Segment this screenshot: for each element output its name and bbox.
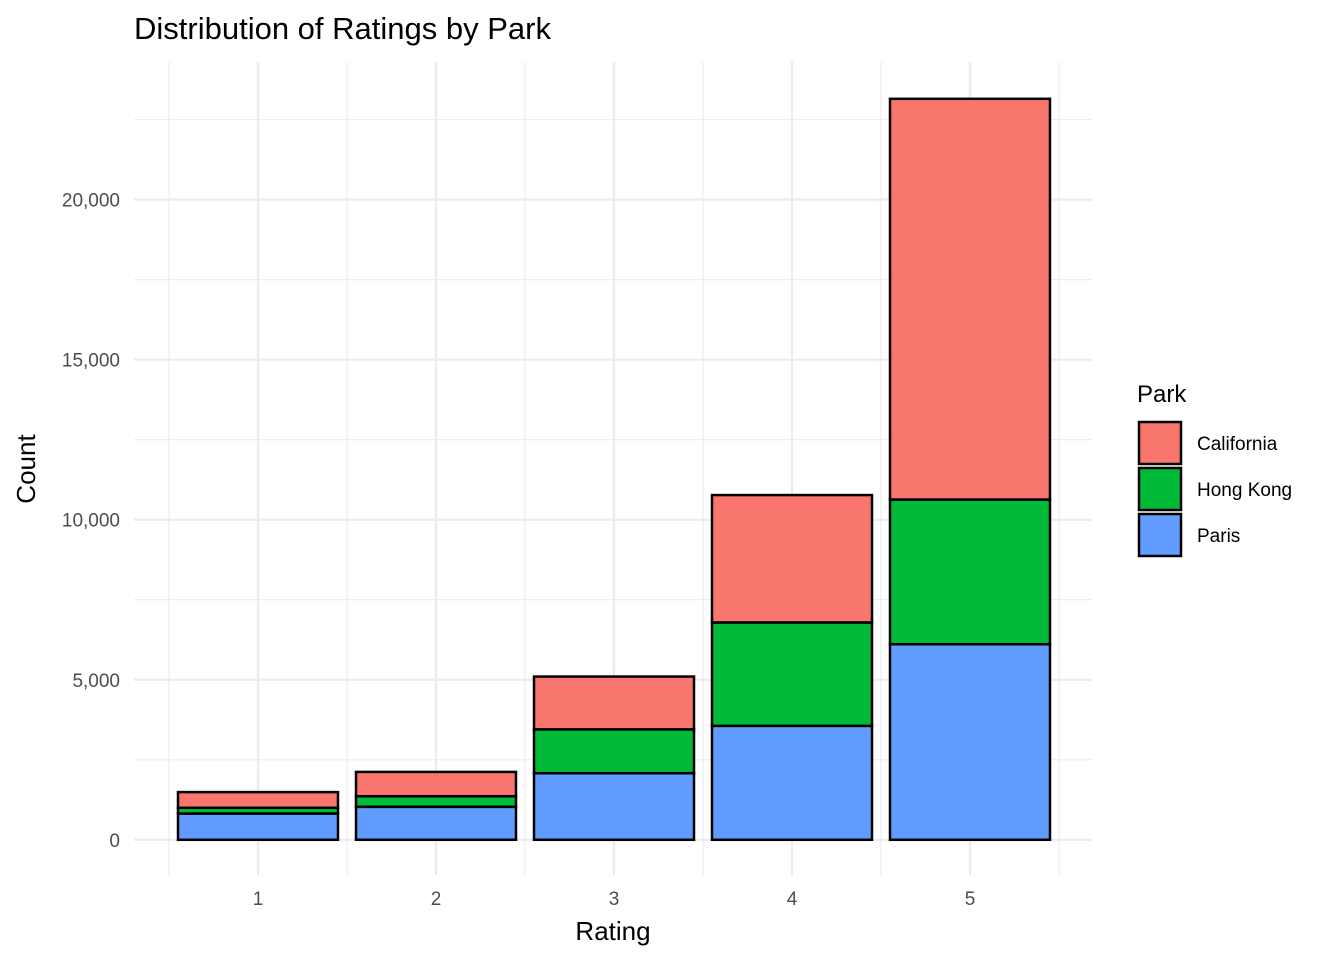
bar-paris-rating-5	[888, 642, 1052, 842]
legend-label-paris: Paris	[1197, 526, 1240, 547]
bar-california-rating-4	[710, 493, 874, 624]
x-tick-label: 4	[787, 889, 798, 910]
legend-key-hong-kong	[1137, 466, 1183, 512]
bar-california-rating-3	[532, 675, 696, 731]
y-tick-label: 10,000	[62, 511, 120, 532]
legend-label-hong-kong: Hong Kong	[1197, 480, 1292, 501]
legend-key-california	[1137, 420, 1183, 466]
legend-title: Park	[1137, 381, 1187, 408]
bar-california-rating-1	[176, 790, 340, 810]
x-axis-tick-labels: 1 2 3 4 5	[253, 889, 976, 910]
bar-paris-rating-4	[710, 724, 874, 842]
legend-key-paris	[1137, 512, 1183, 558]
bar-paris-rating-1	[176, 812, 340, 842]
bar-hong-kong-rating-4	[710, 621, 874, 728]
legend: Park California Hong Kong Paris	[1137, 381, 1292, 558]
bar-hong-kong-rating-3	[532, 728, 696, 775]
y-tick-label: 20,000	[62, 191, 120, 212]
bar-california-rating-5	[888, 97, 1052, 501]
y-tick-label: 15,000	[62, 351, 120, 372]
y-axis-tick-labels: 0 5,000 10,000 15,000 20,000	[62, 191, 120, 852]
x-tick-label: 2	[431, 889, 442, 910]
bars	[176, 97, 1052, 842]
y-axis-title: Count	[11, 434, 41, 504]
y-tick-label: 0	[109, 831, 120, 852]
bar-hong-kong-rating-5	[888, 498, 1052, 646]
y-tick-label: 5,000	[72, 671, 120, 692]
bar-paris-rating-3	[532, 771, 696, 842]
x-tick-label: 1	[253, 889, 264, 910]
bar-california-rating-2	[354, 770, 518, 798]
legend-label-california: California	[1197, 434, 1278, 455]
chart-title: Distribution of Ratings by Park	[134, 11, 551, 46]
x-axis-title: Rating	[575, 916, 650, 946]
x-tick-label: 5	[965, 889, 976, 910]
x-tick-label: 3	[609, 889, 620, 910]
bar-hong-kong-rating-2	[354, 795, 518, 809]
bar-paris-rating-2	[354, 805, 518, 842]
